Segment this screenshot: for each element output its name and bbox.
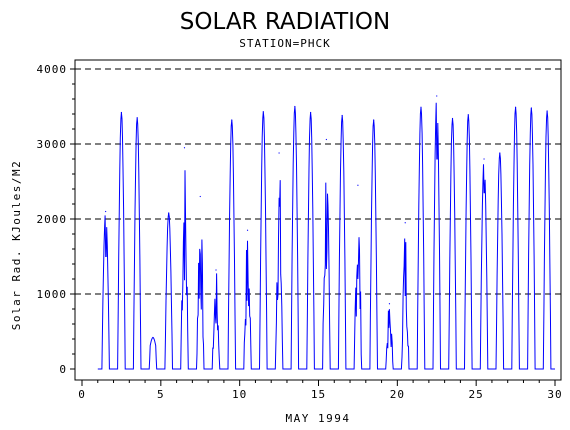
daily-peak-point — [514, 106, 517, 108]
daily-peak-point — [499, 152, 501, 154]
daily-peak-point — [404, 222, 406, 224]
y-tick-label: 3000 — [37, 138, 68, 151]
daily-peak-point — [483, 158, 485, 160]
x-tick-label: 20 — [390, 388, 405, 401]
daily-peak-point — [420, 106, 422, 108]
y-tick-label: 0 — [59, 363, 67, 376]
plot-border — [74, 59, 562, 381]
daily-peak-point — [436, 95, 438, 97]
x-tick-label: 30 — [547, 388, 562, 401]
y-tick-label: 1000 — [37, 288, 68, 301]
daily-peak-point — [168, 212, 170, 214]
daily-peak-point — [357, 184, 359, 186]
daily-peak-point — [105, 210, 107, 213]
x-tick-label: 15 — [311, 388, 326, 401]
daily-peak-point — [325, 138, 327, 141]
plot-series — [97, 95, 555, 370]
y-tick-label: 4000 — [37, 63, 68, 76]
plot-frame — [74, 59, 562, 381]
y-axis-ticks: 0 1000 2000 3000 4000 — [37, 63, 75, 376]
daily-peak-point — [310, 111, 312, 114]
daily-peak-point — [546, 110, 548, 112]
daily-peak-point — [199, 195, 201, 198]
daily-peak-point — [136, 117, 138, 119]
daily-peak-point — [246, 229, 249, 231]
daily-peak-point — [152, 336, 154, 339]
x-tick-label: 25 — [469, 388, 484, 401]
daily-peak-point — [388, 303, 391, 305]
daily-peak-point — [294, 105, 296, 108]
x-axis-ticks: 0 5 10 15 20 25 30 — [78, 380, 562, 401]
daily-peak-point — [231, 119, 233, 121]
daily-peak-point — [341, 114, 343, 117]
chart-subtitle: STATION=PHCK — [239, 37, 330, 50]
x-tick-label: 10 — [232, 388, 247, 401]
y-axis-label: Solar Rad. KJoules/M2 — [10, 160, 23, 331]
daily-peak-point — [183, 147, 186, 149]
gridlines — [75, 68, 561, 295]
daily-peak-point — [530, 107, 532, 109]
series-line — [97, 102, 555, 370]
daily-peak-point — [278, 152, 280, 154]
daily-peak-point — [373, 119, 375, 121]
x-tick-label: 0 — [78, 388, 86, 401]
daily-peak-point — [467, 114, 469, 116]
daily-peak-point — [215, 269, 217, 271]
x-tick-label: 5 — [157, 388, 165, 401]
y-tick-label: 2000 — [37, 213, 68, 226]
daily-peak-point — [451, 117, 454, 120]
x-axis-label: MAY 1994 — [286, 412, 351, 425]
daily-peak-point — [262, 111, 264, 113]
chart-title: SOLAR RADIATION — [180, 9, 390, 35]
daily-peak-point — [120, 111, 123, 114]
